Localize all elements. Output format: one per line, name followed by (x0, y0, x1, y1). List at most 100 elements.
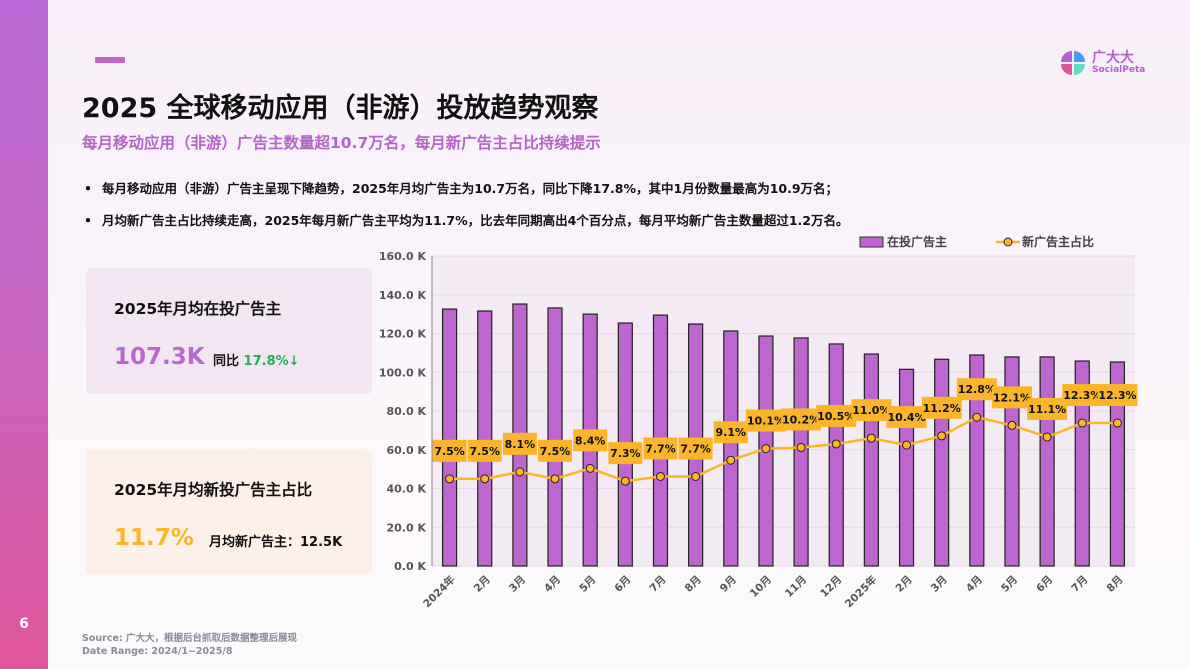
data-label: 7.5% (540, 445, 571, 458)
yoy-value: 17.8%↓ (243, 354, 300, 369)
data-label-bg (745, 409, 786, 432)
line-point (1007, 420, 1017, 430)
card-value: 11.7% (114, 525, 194, 551)
data-label-bg (643, 437, 678, 460)
legend-line-marker (1003, 237, 1013, 247)
y-tick-label: 160.0 K (379, 250, 427, 263)
bar (863, 353, 879, 567)
line-point (937, 431, 947, 441)
monthly-new-advertisers: 月均新广告主：12.5K (209, 535, 343, 550)
logo-name-en: SocialPeta (1092, 65, 1146, 75)
source-note: Source: 广大大，根据后台抓取后数据整理后展现 Date Range: 2… (82, 632, 297, 658)
bar (477, 310, 493, 567)
x-tick-label: 3月 (929, 574, 950, 595)
bar (512, 303, 528, 567)
data-label: 10.1% (747, 415, 785, 428)
line-series (449, 415, 1118, 483)
bar (1039, 356, 1055, 567)
data-label: 10.5% (817, 410, 855, 423)
legend-bar-swatch (859, 236, 884, 248)
bar (547, 307, 563, 567)
data-label: 7.7% (680, 442, 711, 455)
page-title: 2025 全球移动应用（非游）投放趋势观察 (82, 93, 599, 124)
bar (758, 335, 774, 567)
data-label: 9.1% (716, 426, 747, 439)
bullet-item: 每月移动应用（非游）广告主呈现下降趋势，2025年月均广告主为10.7万名，同比… (84, 178, 849, 197)
data-label-bg (1097, 384, 1138, 407)
legend-line-label: 新广告主占比 (1022, 234, 1094, 249)
x-tick-label: 3月 (507, 574, 528, 595)
x-tick-label: 8月 (683, 574, 704, 595)
line-point (902, 440, 912, 450)
data-label-bg (502, 432, 537, 455)
card-label: 2025年月均新投广告主占比 (114, 481, 313, 499)
bar (828, 343, 844, 567)
data-label: 11.2% (923, 402, 961, 415)
logo-name-cn: 广大大 (1092, 50, 1134, 66)
card-label: 2025年月均在投广告主 (114, 300, 282, 318)
yoy-change: 同比 17.8%↓ (213, 350, 300, 369)
x-tick-label: 2024年 (420, 573, 458, 611)
y-tick-label: 0.0 K (394, 560, 426, 573)
bar (617, 322, 633, 567)
data-label-bg (1062, 384, 1103, 407)
x-tick-label: 4月 (964, 574, 985, 595)
bar (1004, 356, 1020, 567)
title-accent (95, 57, 125, 63)
line-point (515, 467, 525, 477)
data-label: 12.3% (1063, 389, 1101, 402)
plot-area (432, 256, 1135, 566)
bar (582, 313, 598, 567)
data-label-bg (956, 378, 997, 401)
data-label-bg (851, 399, 892, 422)
data-label: 7.5% (469, 445, 500, 458)
data-label-bg (921, 396, 962, 419)
x-tick-label: 7月 (648, 574, 669, 595)
data-label-bg (816, 404, 857, 427)
avg-advertisers-card: 2025年月均在投广告主 107.3K 同比 17.8%↓ (86, 268, 372, 394)
bar (688, 323, 704, 567)
bar (1109, 361, 1126, 567)
y-tick-label: 100.0 K (379, 366, 427, 379)
x-tick-label: 2月 (472, 574, 493, 595)
line-point (585, 463, 595, 473)
data-label-bg (678, 437, 713, 460)
line-point (1042, 432, 1052, 442)
data-label: 11.0% (852, 404, 890, 417)
x-tick-label: 4月 (542, 574, 563, 595)
data-label-bg (991, 386, 1032, 409)
line-point (831, 439, 841, 449)
line-point (1077, 418, 1087, 428)
y-tick-label: 80.0 K (387, 405, 427, 418)
line-point (620, 476, 630, 486)
x-tick-label: 6月 (1034, 574, 1055, 595)
source-line: Source: 广大大，根据后台抓取后数据整理后展现 (82, 633, 297, 644)
line-point (972, 412, 982, 422)
x-tick-label: 5月 (577, 574, 598, 595)
data-label-bg (467, 439, 502, 462)
data-label: 10.2% (782, 413, 820, 426)
y-tick-label: 40.0 K (387, 483, 427, 496)
data-label-bg (608, 442, 643, 465)
data-label: 10.4% (887, 411, 925, 424)
line-point (480, 474, 490, 484)
new-advertisers-card: 2025年月均新投广告主占比 11.7% 月均新广告主：12.5K (86, 449, 372, 575)
yoy-label: 同比 (213, 354, 240, 369)
data-label: 12.1% (993, 391, 1031, 404)
y-tick-label: 140.0 K (379, 289, 427, 302)
bar (934, 358, 950, 567)
legend-bar-label: 在投广告主 (887, 234, 947, 249)
x-tick-label: 11月 (783, 574, 809, 600)
line-point (655, 471, 665, 481)
y-tick-label: 20.0 K (387, 521, 427, 534)
date-range: Date Range: 2024/1~2025/8 (82, 646, 233, 657)
data-label: 11.1% (1028, 403, 1066, 416)
data-label: 7.7% (645, 442, 676, 455)
logo: 广大大 SocialPeta (1060, 50, 1145, 76)
x-tick-label: 7月 (1069, 574, 1090, 595)
data-label: 8.1% (505, 438, 536, 451)
bar (793, 337, 809, 567)
data-label-bg (538, 439, 573, 462)
data-label: 7.5% (434, 445, 465, 458)
x-tick-label: 6月 (612, 574, 633, 595)
